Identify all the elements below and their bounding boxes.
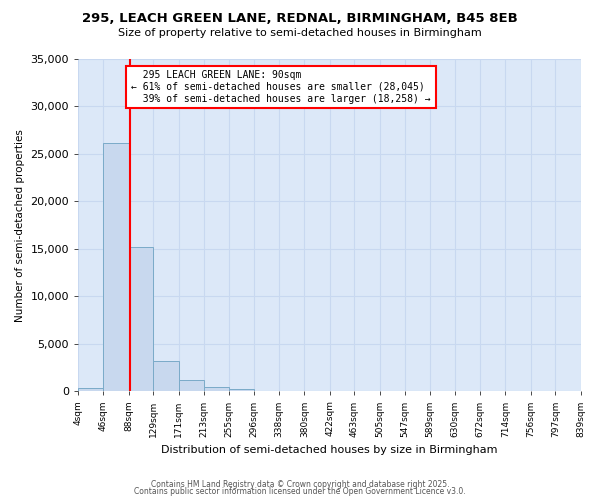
Bar [129,247,154,392]
Bar [179,380,204,392]
Text: Contains public sector information licensed under the Open Government Licence v3: Contains public sector information licen… [134,487,466,496]
Y-axis label: Number of semi-detached properties: Number of semi-detached properties [15,128,25,322]
X-axis label: Distribution of semi-detached houses by size in Birmingham: Distribution of semi-detached houses by … [161,445,497,455]
Bar [204,387,229,392]
Bar [229,390,254,392]
Bar [154,361,179,392]
Text: 295 LEACH GREEN LANE: 90sqm
← 61% of semi-detached houses are smaller (28,045)
 : 295 LEACH GREEN LANE: 90sqm ← 61% of sem… [131,70,431,104]
Text: Size of property relative to semi-detached houses in Birmingham: Size of property relative to semi-detach… [118,28,482,38]
Bar [78,388,103,392]
Bar [103,142,129,392]
Text: 295, LEACH GREEN LANE, REDNAL, BIRMINGHAM, B45 8EB: 295, LEACH GREEN LANE, REDNAL, BIRMINGHA… [82,12,518,26]
Text: Contains HM Land Registry data © Crown copyright and database right 2025.: Contains HM Land Registry data © Crown c… [151,480,449,489]
